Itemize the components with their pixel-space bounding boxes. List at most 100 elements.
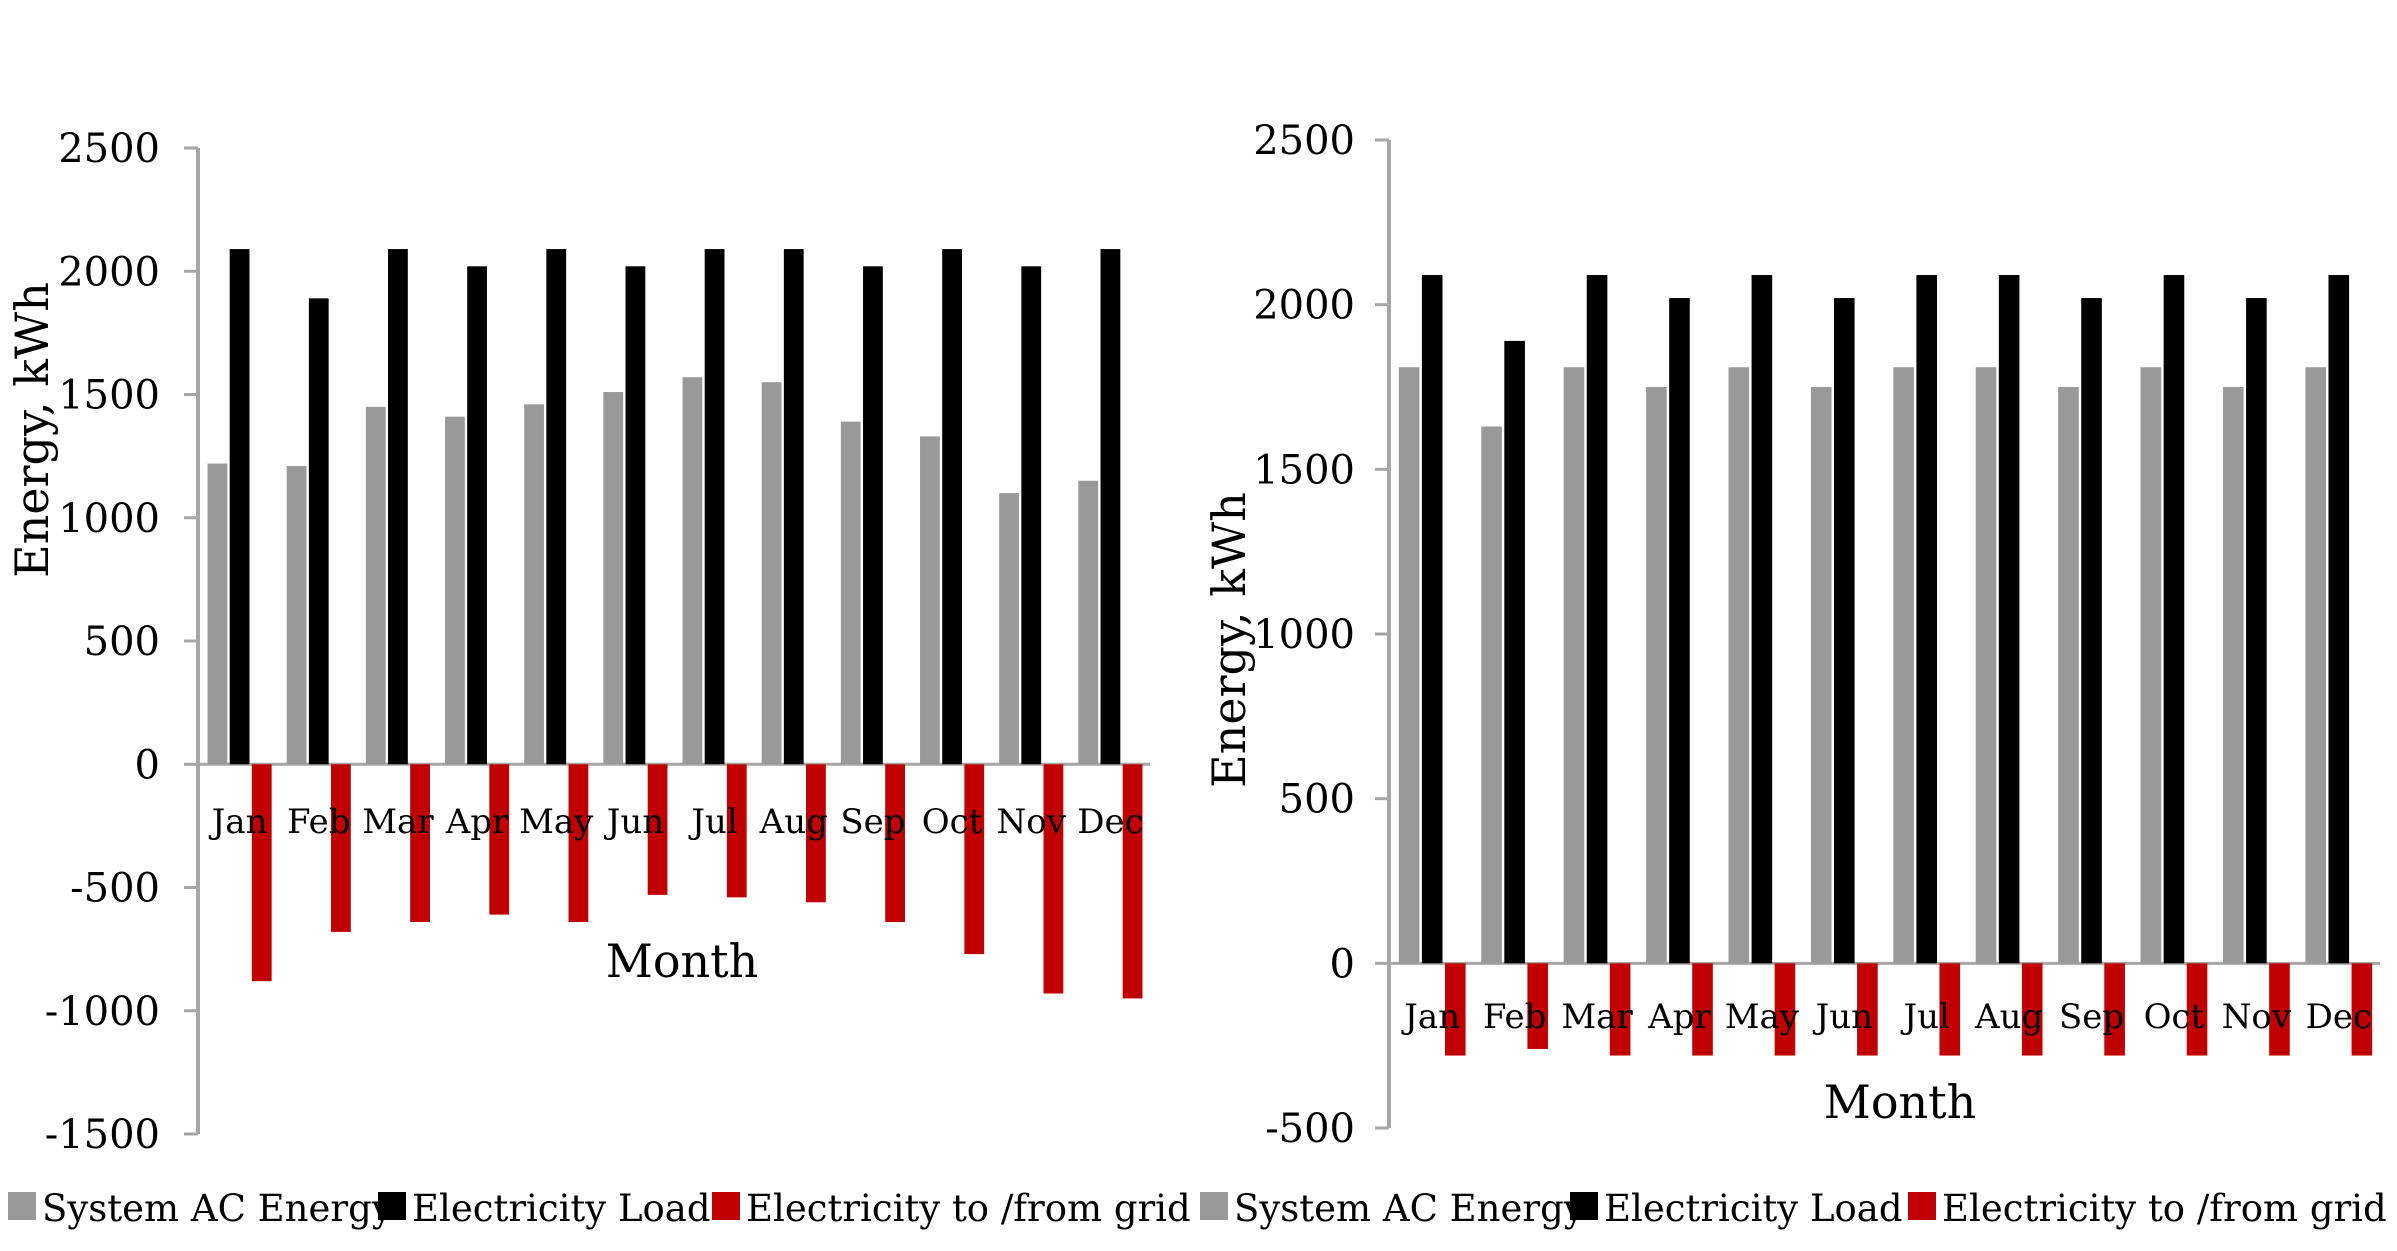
bar-electricity-load-sep — [863, 266, 883, 765]
bar-system-ac-energy-sep — [2058, 387, 2079, 964]
x-tick-label: May — [519, 802, 594, 842]
bar-electricity-load-jul — [1916, 275, 1938, 964]
x-tick-label: Dec — [2306, 997, 2372, 1037]
x-tick-label: Jun — [1813, 997, 1873, 1037]
bar-system-ac-energy-jun — [1810, 387, 1832, 964]
x-tick-label: Nov — [2222, 997, 2292, 1037]
x-tick-label: Jan — [1401, 997, 1460, 1037]
y-tick-label: 1500 — [1253, 447, 1355, 493]
legend-label: Electricity Load — [412, 1187, 711, 1230]
x-tick-label: Sep — [2059, 997, 2124, 1037]
x-tick-label: Apr — [1647, 997, 1711, 1037]
bar-system-ac-energy-may — [524, 404, 544, 765]
legend-item: Electricity Load — [378, 1187, 711, 1230]
bar-electricity-load-nov — [2246, 298, 2267, 964]
bar-system-ac-energy-nov — [2222, 387, 2244, 964]
bar-electricity-load-oct — [2163, 275, 2185, 964]
x-tick-label: Feb — [1483, 997, 1547, 1037]
bar-electricity-load-jun — [1833, 298, 1855, 964]
y-tick-label: 500 — [84, 619, 160, 665]
y-tick-label: 2500 — [1253, 118, 1355, 164]
bar-electricity-to-from-grid-feb — [331, 764, 351, 932]
bar-electricity-to-from-grid-aug — [2021, 963, 2043, 1056]
bar-system-ac-energy-sep — [840, 421, 861, 765]
x-tick-label: Oct — [922, 802, 983, 842]
x-tick-label: Oct — [2144, 997, 2205, 1037]
bar-system-ac-energy-aug — [761, 382, 782, 765]
legend-item: Electricity Load — [1570, 1187, 1903, 1230]
bar-electricity-load-nov — [1021, 266, 1042, 765]
legend-label: System AC Energy — [42, 1187, 393, 1230]
x-tick-label: May — [1725, 997, 1800, 1037]
x-tick-label: Aug — [759, 802, 828, 842]
bar-electricity-load-apr — [467, 266, 487, 765]
bar-electricity-to-from-grid-apr — [489, 764, 510, 915]
chart-1: 2500 2000 1500 1000 500 0 -500 -1000 -1500 Jan Feb… — [5, 126, 1150, 1158]
bar-electricity-load-dec — [1100, 249, 1121, 765]
bar-electricity-load-dec — [2328, 275, 2350, 964]
y-tick-label: -500 — [70, 866, 160, 912]
bar-electricity-to-from-grid-jan — [1444, 963, 1466, 1056]
bar-electricity-to-from-grid-mar — [1609, 963, 1631, 1056]
x-axis-title: Month — [606, 934, 759, 988]
bar-electricity-to-from-grid-sep — [885, 764, 905, 923]
bar-system-ac-energy-apr — [1646, 387, 1667, 964]
bar-system-ac-energy-jul — [1893, 367, 1914, 964]
bar-electricity-to-from-grid-mar — [410, 764, 430, 923]
y-tick-label: 0 — [135, 742, 160, 788]
bar-electricity-to-from-grid-may — [1774, 963, 1796, 1056]
legend-item: System AC Energy — [1200, 1187, 1585, 1230]
y-tick-label: 1000 — [58, 496, 160, 542]
bar-system-ac-energy-jun — [603, 392, 624, 765]
bar-electricity-load-may — [1751, 275, 1773, 964]
bar-electricity-to-from-grid-dec — [2351, 963, 2373, 1056]
bar-electricity-load-aug — [1998, 275, 2020, 964]
bar-system-ac-energy-jul — [682, 377, 703, 765]
y-tick-label: -1500 — [45, 1112, 160, 1158]
x-tick-label: Sep — [840, 802, 905, 842]
bar-electricity-to-from-grid-oct — [2186, 963, 2208, 1056]
y-tick-label: 0 — [1330, 941, 1355, 987]
x-tick-label: Feb — [287, 802, 351, 842]
legend-label: Electricity to /from grid — [1942, 1187, 2387, 1230]
bar-system-ac-energy-oct — [2140, 367, 2162, 964]
bar-electricity-load-feb — [1504, 340, 1525, 964]
bar-system-ac-energy-mar — [365, 406, 386, 765]
y-tick-label: 1500 — [58, 373, 160, 419]
chart-2: 2500 2000 1500 1000 500 0 -500 Jan Feb Mar Apr May J… — [1202, 118, 2380, 1152]
bar-electricity-load-jun — [625, 266, 646, 765]
y-tick-label: 2000 — [1253, 283, 1355, 329]
x-axis-title: Month — [1824, 1075, 1977, 1129]
y-tick-label: -500 — [1265, 1106, 1355, 1152]
bar-electricity-load-oct — [942, 249, 962, 765]
x-tick-label: Apr — [445, 802, 509, 842]
legend-item: Electricity to /from grid — [1908, 1187, 2387, 1230]
bar-electricity-to-from-grid-jun — [647, 764, 668, 895]
bar-system-ac-energy-dec — [2305, 367, 2327, 964]
y-tick-label: 2000 — [58, 249, 160, 295]
y-tick-label: 1000 — [1253, 612, 1355, 658]
legend-item: Electricity to /from grid — [712, 1187, 1191, 1230]
bar-electricity-load-mar — [1586, 275, 1608, 964]
legend-swatch — [1908, 1192, 1936, 1220]
bar-electricity-load-jan — [1421, 275, 1443, 964]
bar-system-ac-energy-feb — [286, 465, 307, 765]
bar-electricity-load-sep — [2081, 298, 2102, 964]
y-axis-title: Energy, kWh — [5, 282, 59, 578]
bar-electricity-to-from-grid-nov — [1043, 764, 1064, 994]
bar-system-ac-energy-apr — [445, 416, 465, 765]
bar-electricity-load-jan — [229, 249, 250, 765]
bar-electricity-to-from-grid-may — [568, 764, 589, 923]
bar-electricity-to-from-grid-jan — [251, 764, 272, 982]
x-tick-label: Mar — [1561, 997, 1633, 1037]
y-tick-label: 2500 — [58, 126, 160, 172]
legend-item: System AC Energy — [8, 1187, 393, 1230]
legend-swatch — [8, 1192, 36, 1220]
bar-electricity-to-from-grid-oct — [964, 764, 985, 955]
bar-electricity-to-from-grid-apr — [1692, 963, 1713, 1056]
bar-system-ac-energy-jan — [1398, 367, 1420, 964]
bar-system-ac-energy-may — [1728, 367, 1750, 964]
bar-electricity-load-feb — [308, 298, 329, 765]
bar-electricity-load-jul — [704, 249, 725, 765]
